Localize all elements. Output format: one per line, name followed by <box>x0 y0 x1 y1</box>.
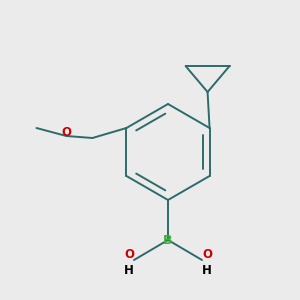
Text: O: O <box>124 248 134 262</box>
Text: O: O <box>61 125 71 139</box>
Text: H: H <box>202 263 212 277</box>
Text: B: B <box>163 233 173 247</box>
Text: O: O <box>202 248 212 262</box>
Text: H: H <box>124 263 134 277</box>
